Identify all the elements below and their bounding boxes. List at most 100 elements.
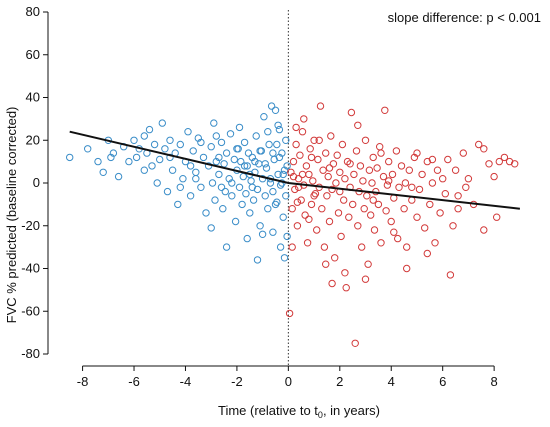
data-point: [428, 179, 437, 187]
data-point: [298, 170, 307, 179]
data-point: [166, 153, 174, 162]
data-point: [197, 183, 205, 192]
data-point: [199, 153, 208, 162]
data-point: [397, 162, 406, 170]
data-point: [310, 136, 318, 145]
data-point: [328, 185, 336, 194]
data-point: [279, 213, 287, 221]
data-point: [359, 177, 367, 185]
data-point: [189, 147, 197, 155]
data-point: [305, 215, 313, 224]
data-point: [156, 155, 164, 164]
data-point: [374, 200, 383, 209]
x-tick-label: 8: [491, 374, 498, 389]
data-point: [145, 125, 154, 134]
data-point: [293, 198, 302, 206]
data-point: [109, 149, 118, 157]
data-point: [360, 205, 368, 213]
data-point: [319, 166, 327, 174]
data-point: [238, 200, 246, 209]
data-point: [244, 149, 253, 157]
data-point: [276, 243, 285, 251]
y-tick-label: -40: [21, 261, 40, 276]
data-point: [377, 149, 385, 157]
data-point: [305, 170, 313, 179]
data-point: [253, 256, 262, 264]
data-point: [221, 187, 230, 196]
data-point: [176, 140, 185, 149]
data-point: [408, 183, 416, 192]
data-point: [325, 164, 334, 172]
data-point: [207, 224, 215, 232]
data-point: [379, 172, 388, 181]
data-point: [300, 115, 308, 123]
data-point: [125, 157, 133, 166]
data-point: [322, 260, 330, 268]
data-point: [347, 108, 356, 117]
data-point: [444, 155, 452, 164]
data-point: [297, 196, 305, 204]
data-point: [439, 175, 447, 183]
data-point: [215, 170, 223, 179]
data-point: [413, 149, 421, 157]
data-point: [294, 175, 303, 183]
data-point: [373, 164, 381, 172]
data-point: [184, 128, 192, 136]
data-point: [495, 157, 503, 166]
data-point: [334, 209, 343, 217]
data-point: [261, 160, 269, 168]
data-point: [337, 232, 345, 241]
x-tick-label: -6: [128, 374, 140, 389]
data-point: [202, 209, 210, 217]
data-point: [274, 121, 282, 130]
x-axis-title: Time (relative to t0, in years): [218, 403, 380, 420]
data-point: [251, 157, 259, 166]
data-point: [186, 192, 195, 200]
data-point: [210, 119, 218, 127]
data-point: [269, 149, 277, 157]
data-point: [267, 102, 276, 110]
data-point: [511, 160, 519, 168]
data-point: [394, 234, 402, 243]
data-point: [99, 168, 107, 177]
data-point: [338, 140, 347, 149]
data-point: [153, 179, 161, 187]
data-point: [296, 151, 304, 159]
data-point: [269, 228, 277, 236]
data-point: [289, 172, 298, 181]
data-point: [349, 200, 357, 209]
x-tick-label: -8: [77, 374, 89, 389]
data-point: [168, 166, 177, 174]
data-point: [275, 125, 284, 134]
data-point: [291, 185, 299, 194]
data-point: [454, 192, 462, 200]
data-point: [369, 153, 377, 162]
x-axis-title-subscript: 0: [318, 410, 323, 420]
data-point: [464, 175, 473, 183]
data-point: [368, 179, 376, 187]
data-point: [340, 196, 348, 204]
data-point: [226, 130, 235, 138]
data-point: [298, 128, 307, 136]
x-tick-label: 2: [336, 374, 343, 389]
data-point: [345, 213, 353, 221]
data-point: [148, 162, 156, 170]
data-point: [451, 166, 460, 174]
data-point: [423, 157, 431, 166]
data-point: [433, 166, 442, 174]
data-point: [400, 205, 408, 213]
data-point: [356, 162, 365, 170]
data-point: [282, 136, 290, 145]
data-point: [243, 234, 251, 243]
data-point: [480, 226, 488, 234]
data-point: [377, 239, 385, 247]
data-point: [211, 196, 219, 204]
data-point: [207, 143, 215, 151]
data-point: [324, 172, 332, 181]
data-point: [303, 239, 312, 247]
data-point: [381, 106, 389, 115]
data-point: [66, 153, 74, 162]
data-point: [311, 190, 320, 198]
data-points: [66, 102, 519, 347]
y-tick-label: 0: [33, 175, 40, 190]
